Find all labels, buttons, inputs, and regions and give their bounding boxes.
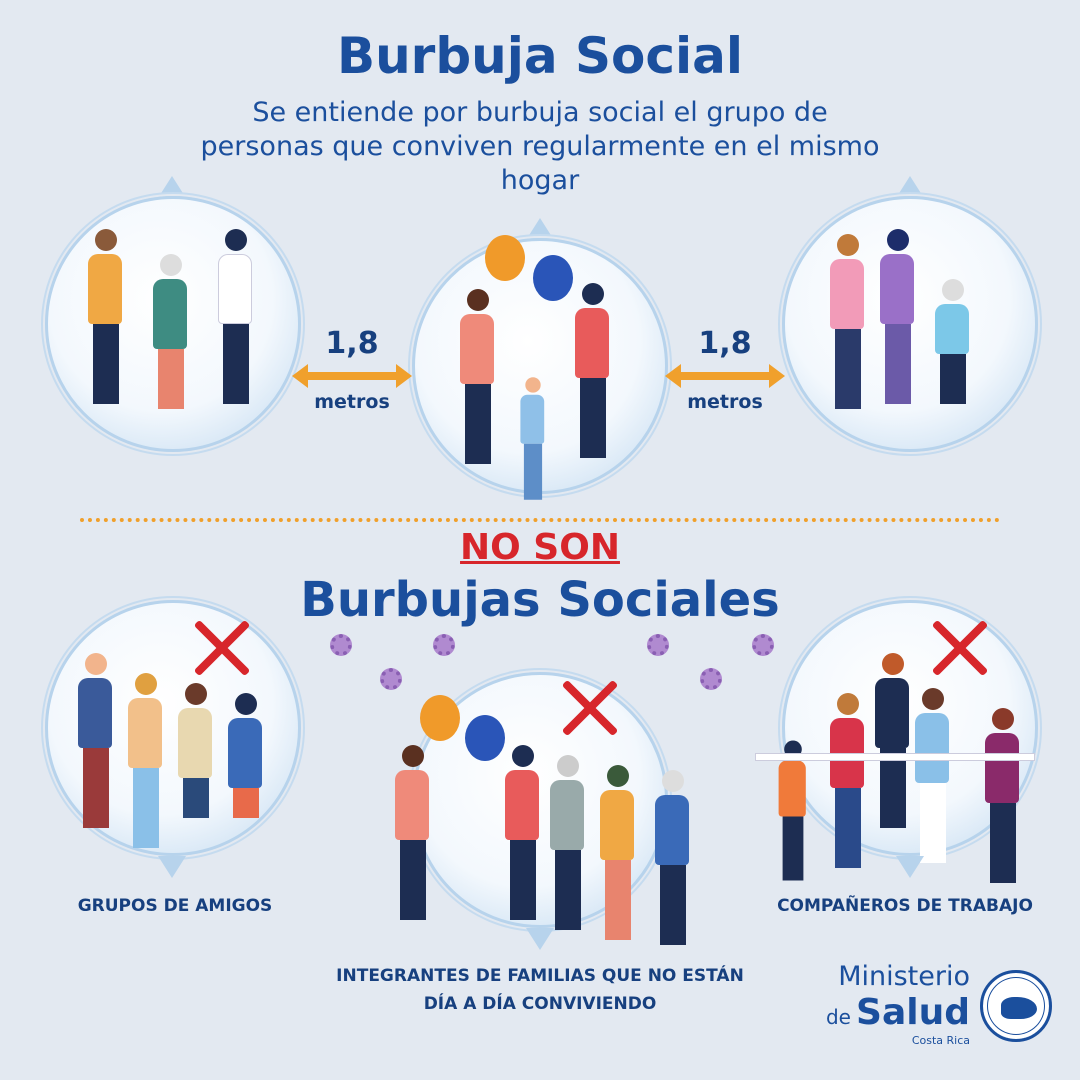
- virus-icon: [433, 634, 455, 656]
- person-illustration: [505, 745, 541, 920]
- person-illustration: [875, 653, 911, 828]
- x-mark-icon: [930, 618, 990, 678]
- person-illustration: [778, 740, 808, 881]
- logo-line-country: Costa Rica: [911, 1034, 970, 1047]
- person-illustration: [218, 229, 254, 404]
- bubble-pointer: [896, 176, 924, 198]
- person-illustration: [395, 745, 431, 920]
- virus-icon: [700, 668, 722, 690]
- person-illustration: [655, 770, 691, 945]
- person-illustration: [550, 755, 586, 930]
- person-illustration: [228, 693, 264, 818]
- bubble-family-balloons: [412, 235, 668, 500]
- page-subtitle: Se entiende por burbuja social el grupo …: [200, 97, 880, 196]
- distance-value: 1,8: [325, 326, 379, 361]
- example-label-coworkers: COMPAÑEROS DE TRABAJO: [777, 896, 1033, 916]
- ministry-seal-icon: [980, 970, 1052, 1042]
- double-arrow-icon: [665, 364, 785, 388]
- logo-line-ministerio: Ministerio: [838, 961, 970, 992]
- desk-illustration: [755, 753, 1035, 761]
- example-label-friends: GRUPOS DE AMIGOS: [77, 896, 273, 916]
- bubble-coworkers: [755, 600, 1038, 883]
- balloon-icon: [465, 715, 505, 761]
- person-illustration: [915, 688, 951, 863]
- person-illustration: [460, 289, 496, 464]
- person-wheelchair-illustration: [935, 279, 971, 404]
- distance-value: 1,8: [698, 326, 752, 361]
- person-illustration: [985, 708, 1021, 883]
- distance-indicator-right: 1,8 metros: [665, 326, 785, 414]
- dotted-divider: [80, 518, 1000, 522]
- person-illustration: [575, 283, 611, 458]
- person-illustration: [153, 254, 189, 409]
- person-illustration: [178, 683, 214, 818]
- person-illustration: [128, 673, 164, 848]
- person-illustration: [78, 653, 114, 828]
- bubble-family-elderly: [45, 196, 301, 452]
- distance-unit: metros: [314, 391, 390, 413]
- logo-line-salud: de Salud: [825, 992, 970, 1033]
- person-illustration: [600, 765, 636, 940]
- person-illustration: [880, 229, 916, 404]
- bubble-pointer: [158, 856, 186, 878]
- person-illustration: [830, 234, 866, 409]
- bubble-extended-family: [395, 672, 689, 945]
- person-illustration: [520, 377, 545, 500]
- person-illustration: [88, 229, 124, 404]
- bubble-friends: [45, 600, 301, 856]
- person-illustration: [830, 693, 866, 868]
- virus-icon: [647, 634, 669, 656]
- bubble-family-wheelchair: [782, 196, 1038, 452]
- bubble-pointer: [896, 856, 924, 878]
- virus-icon: [752, 634, 774, 656]
- bubble-pointer: [526, 218, 554, 240]
- x-mark-icon: [192, 618, 252, 678]
- distance-unit: metros: [687, 391, 763, 413]
- distance-indicator-left: 1,8 metros: [292, 326, 412, 414]
- page-title: Burbuja Social: [336, 27, 744, 85]
- virus-icon: [330, 634, 352, 656]
- balloon-icon: [420, 695, 460, 741]
- balloon-icon: [533, 255, 573, 301]
- ministry-logo: Ministerio de Salud Costa Rica: [800, 962, 970, 1048]
- virus-icon: [380, 668, 402, 690]
- section-title: Burbujas Sociales: [300, 572, 780, 628]
- double-arrow-icon: [292, 364, 412, 388]
- bubble-pointer: [526, 928, 554, 950]
- bubble-pointer: [158, 176, 186, 198]
- negation-heading: NO SON: [460, 527, 620, 568]
- balloon-icon: [485, 235, 525, 281]
- x-mark-icon: [560, 678, 620, 738]
- example-label-family: INTEGRANTES DE FAMILIAS QUE NO ESTÁN DÍA…: [336, 966, 744, 1014]
